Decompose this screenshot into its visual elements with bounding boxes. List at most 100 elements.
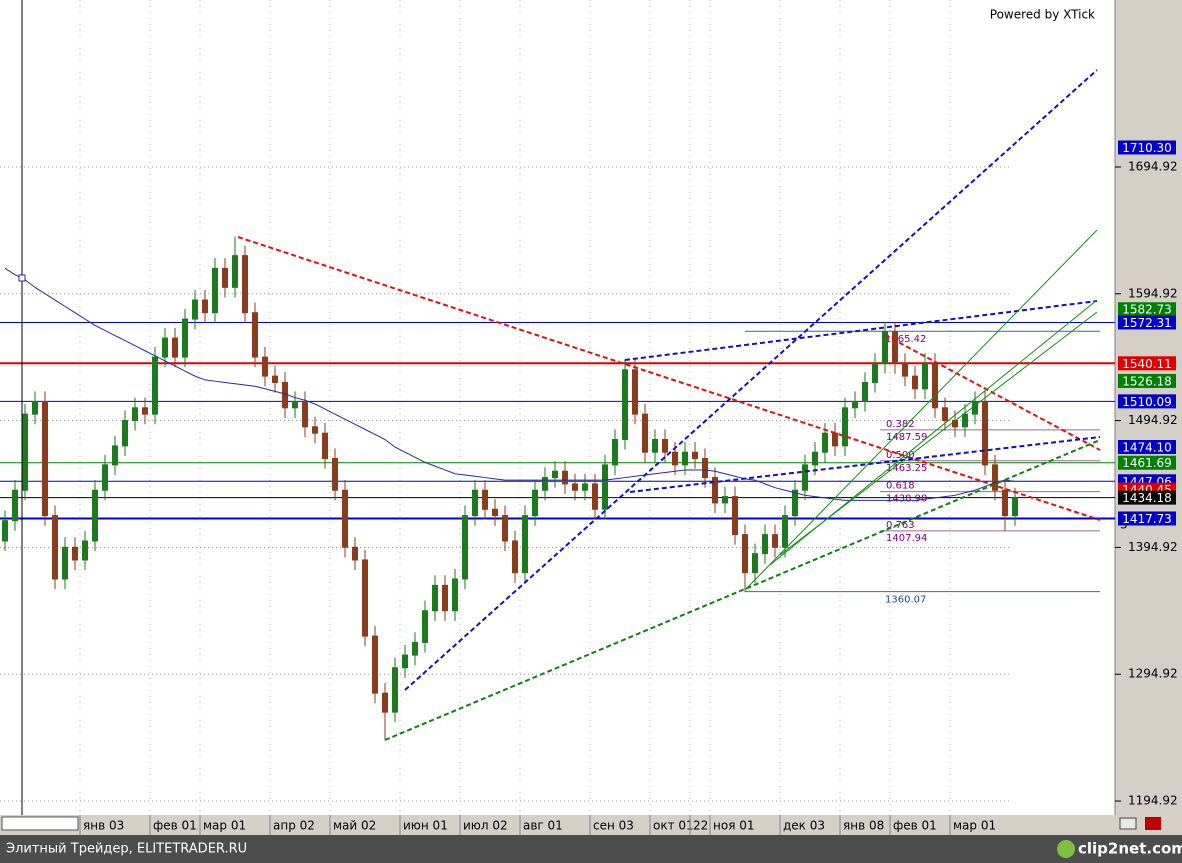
candle-body <box>582 483 588 491</box>
x-tick-label: окт 01 <box>653 819 694 833</box>
price-axis <box>1115 0 1182 835</box>
plot-area <box>0 0 1115 815</box>
candle-body <box>142 407 148 415</box>
candle-body <box>512 540 518 574</box>
candle-body <box>892 331 898 364</box>
price-label-box <box>1118 315 1176 330</box>
candle-body <box>482 489 488 510</box>
candle-body <box>422 610 428 643</box>
candle-body <box>692 451 698 460</box>
x-tick-label: дек 03 <box>783 819 825 833</box>
candle-body <box>772 534 778 548</box>
candle-body <box>842 407 848 447</box>
y-tick-label: 1494.92 <box>1128 413 1178 427</box>
watermark: Powered by XTick <box>990 8 1095 22</box>
trend-line <box>404 69 1098 691</box>
cursor-handle[interactable] <box>18 274 26 282</box>
price-label: 1434.18 <box>1122 491 1172 505</box>
y-tick-label: 1694.92 <box>1128 159 1178 173</box>
candle-body <box>572 483 578 491</box>
candle-body <box>552 470 558 479</box>
candle-body <box>322 432 328 460</box>
candle-body <box>162 337 168 358</box>
price-label-box <box>1118 373 1176 388</box>
candle-body <box>662 439 668 453</box>
candle-body <box>92 489 98 542</box>
moving-average <box>4 267 1016 501</box>
candle-body <box>862 381 868 402</box>
candle-body <box>62 546 68 580</box>
candle-body <box>452 578 458 612</box>
candle-body <box>742 534 748 574</box>
candle-body <box>372 635 378 694</box>
candle-body <box>882 331 888 364</box>
channel-line <box>779 311 1098 556</box>
levels: 0.3821487.590.5001463.250.6181438.900.76… <box>0 321 1115 606</box>
fib-ratio: 0.382 <box>886 419 915 430</box>
fib-value: 1463.25 <box>886 463 927 474</box>
logo <box>1057 840 1075 858</box>
candle-body <box>102 464 108 491</box>
candle-body <box>152 356 158 415</box>
price-label-box <box>1118 394 1176 409</box>
candle-body <box>182 318 188 358</box>
price-label: 1474.10 <box>1122 441 1172 455</box>
fib-value: 1487.59 <box>886 432 927 443</box>
candle-body <box>272 375 278 383</box>
candle-body <box>1002 489 1008 517</box>
candle-body <box>382 692 388 713</box>
x-tick-label: ноя 01 <box>713 819 755 833</box>
fib-ratio: 0.763 <box>886 520 915 531</box>
trend-lines <box>237 69 1101 741</box>
channel-line <box>744 229 1098 591</box>
candle-body <box>782 515 788 548</box>
candle-body <box>802 464 808 491</box>
candle-body <box>332 458 338 491</box>
price-label-box <box>1118 440 1176 455</box>
candle-body <box>212 267 218 314</box>
candle-body <box>972 400 978 415</box>
trend-line <box>629 436 1101 493</box>
y-tick-label: 1294.92 <box>1128 667 1178 681</box>
candle-body <box>292 400 298 409</box>
candle-body <box>532 489 538 517</box>
candle-body <box>872 362 878 383</box>
candle-body <box>442 584 448 612</box>
candle-body <box>302 400 308 428</box>
footer-text: Элитный Трейдер, ELITETRADER.RU <box>6 842 247 857</box>
button[interactable] <box>1119 817 1137 830</box>
candle-body <box>22 413 28 491</box>
candle-body <box>922 362 928 390</box>
candle-body <box>412 641 418 656</box>
extreme-value: 1360.07 <box>885 595 926 606</box>
candle-body <box>432 584 438 612</box>
button[interactable] <box>1145 817 1161 830</box>
candle-body <box>932 362 938 409</box>
price-label: 1710.30 <box>1122 141 1172 155</box>
candle-body <box>682 451 688 466</box>
candle-body <box>132 407 138 421</box>
candle-body <box>822 432 828 453</box>
candle-body <box>612 439 618 466</box>
x-tick-label: мар 01 <box>953 819 996 833</box>
x-tick-label: янв 08 <box>843 819 884 833</box>
candle-body <box>622 369 628 441</box>
price-label: 1510.09 <box>1122 395 1172 409</box>
x-tick-label: янв 03 <box>83 819 124 833</box>
candle-body <box>252 312 258 358</box>
price-label: 1540.11 <box>1122 357 1172 371</box>
price-label-box <box>1118 302 1176 317</box>
axis-labels: 1194.92 1294.92 1394.92 1494.92 1594.92 1694.… <box>79 140 1178 835</box>
y-tick-label: 1394.92 <box>1128 540 1178 554</box>
footer <box>0 835 1182 863</box>
candle-body <box>202 299 208 314</box>
candle-body <box>812 451 818 466</box>
scroll-box[interactable] <box>1 816 79 831</box>
candle-body <box>462 515 468 580</box>
y-tick-label: 1594.92 <box>1128 286 1178 300</box>
candle-body <box>192 299 198 320</box>
candle-body <box>652 439 658 453</box>
candle-body <box>942 407 948 421</box>
candle-body <box>232 255 238 288</box>
